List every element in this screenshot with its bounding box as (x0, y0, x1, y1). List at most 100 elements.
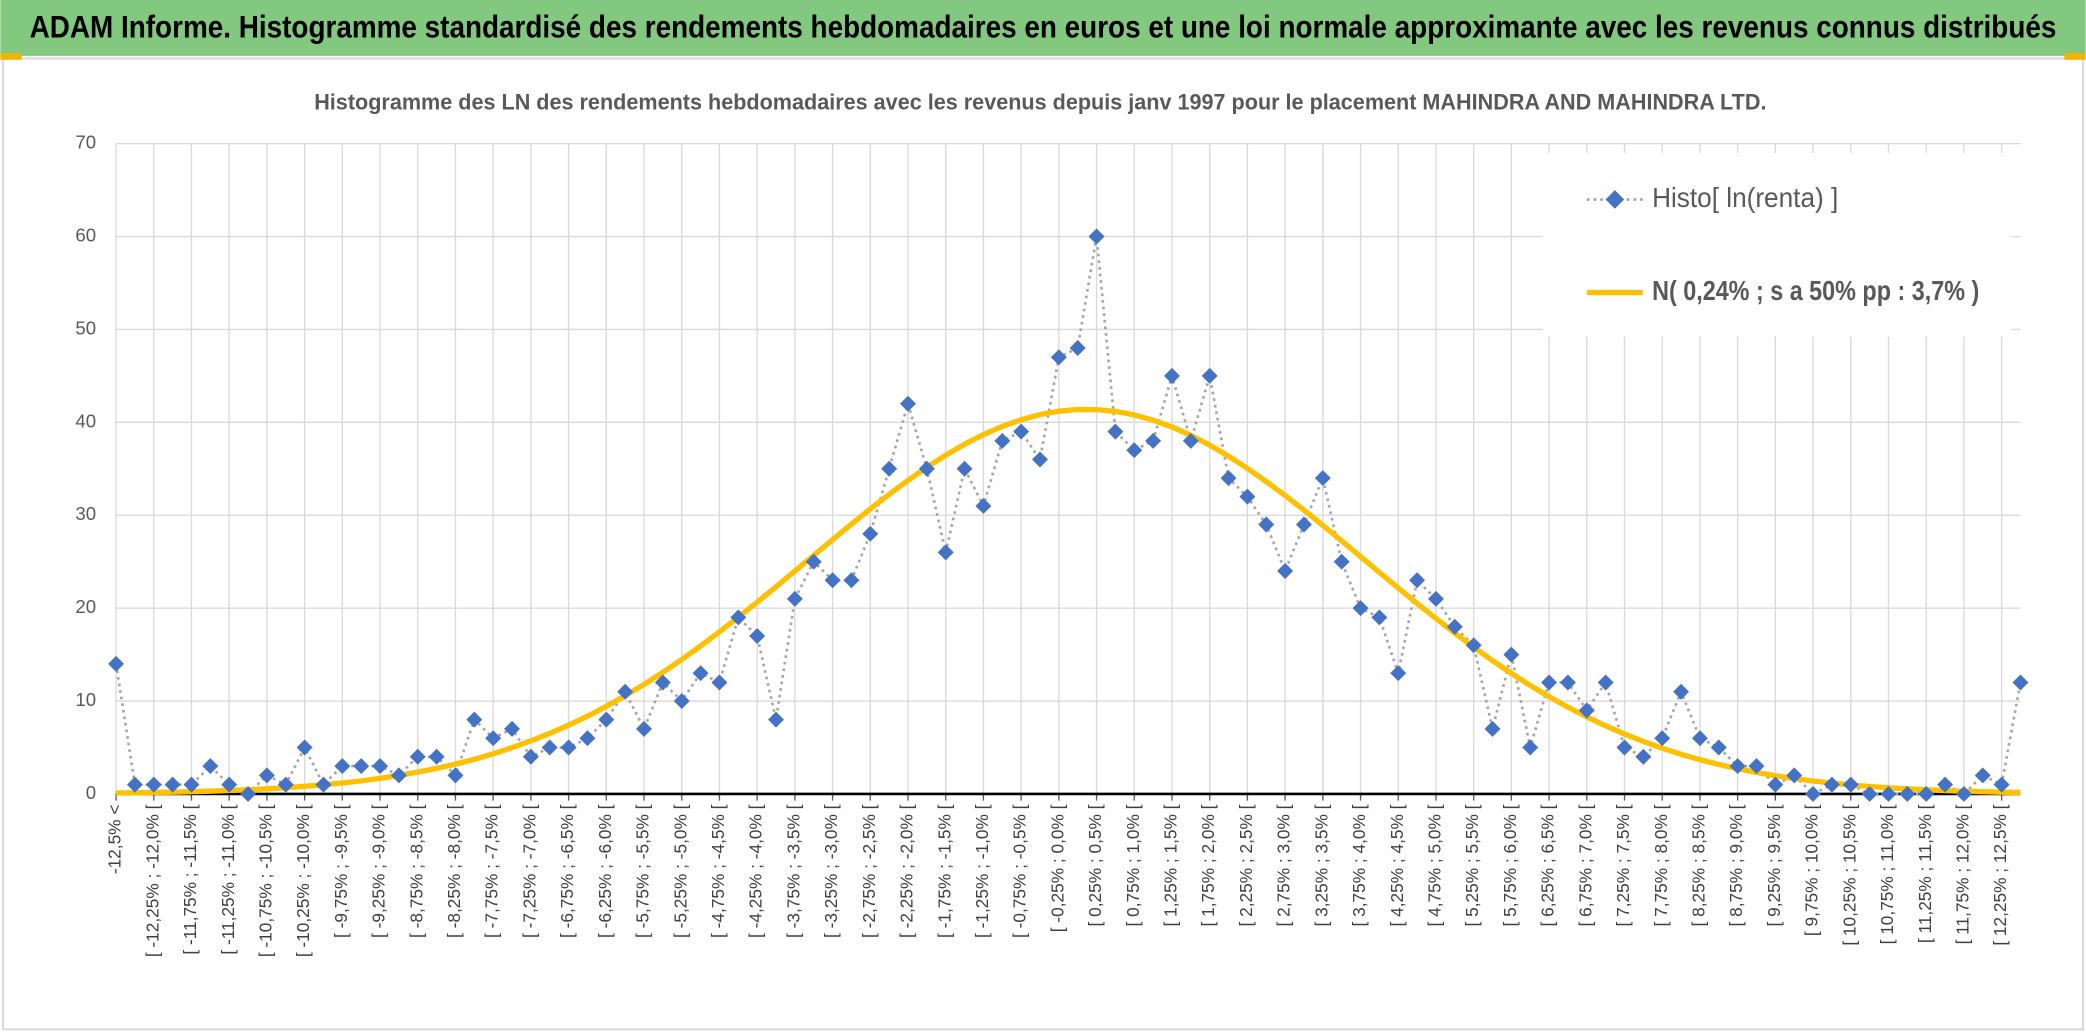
x-tick-label: [ -8,75% ; -8,5% [ (406, 804, 426, 938)
x-tick-label: [ 4,75% ; 5,0% [ (1425, 804, 1445, 926)
data-point (994, 432, 1011, 449)
x-tick-label: [ -2,75% ; -2,5% [ (859, 804, 879, 938)
x-tick-label: [ -11,25% ; -11,0% [ (218, 804, 238, 954)
data-point (277, 776, 294, 793)
data-point (1013, 423, 1030, 440)
data-point (353, 758, 370, 775)
data-point (504, 720, 521, 737)
data-point (805, 553, 822, 570)
data-point (447, 767, 464, 784)
x-tick-label: [ 4,25% ; 4,5% [ (1387, 804, 1407, 926)
y-tick-label: 30 (75, 503, 96, 524)
x-tick-label: [ -11,75% ; -11,5% [ (180, 804, 200, 954)
data-point (1220, 470, 1237, 487)
y-tick-label: 60 (75, 224, 96, 245)
data-point (372, 758, 389, 775)
data-point (202, 758, 219, 775)
data-point (428, 748, 445, 765)
header-bar (0, 0, 2086, 56)
x-tick-label: [ -5,75% ; -5,5% [ (633, 804, 653, 938)
data-point (1786, 767, 1803, 784)
data-point (1635, 748, 1652, 765)
data-point (1937, 776, 1954, 793)
data-point (1182, 432, 1199, 449)
data-point (1088, 228, 1105, 245)
x-tick-label: [ 12,25% ; 12,5% [ (1990, 804, 2010, 945)
data-point (1673, 683, 1690, 700)
x-tick-label: [ -9,75% ; -9,5% [ (331, 804, 351, 938)
x-tick-label: [ -12,25% ; -12,0% [ (142, 804, 162, 957)
data-point (1484, 720, 1501, 737)
x-tick-label: [ 9,75% ; 10,0% [ (1802, 804, 1822, 936)
data-point (636, 720, 652, 737)
x-tick-label: [ -3,25% ; -3,0% [ (821, 804, 841, 938)
data-point (315, 776, 332, 793)
data-point (485, 730, 502, 747)
x-tick-label: [ 8,75% ; 9,0% [ (1726, 804, 1746, 926)
data-point (881, 460, 898, 477)
data-point (1409, 572, 1426, 589)
data-point (1729, 758, 1746, 775)
y-tick-label: 0 (86, 782, 96, 803)
data-point (1748, 758, 1765, 775)
data-point (1842, 776, 1859, 793)
data-point (1277, 563, 1294, 579)
data-point (1352, 600, 1369, 617)
y-tick-label: 20 (75, 596, 96, 617)
data-point (692, 665, 709, 682)
x-tick-label: [ -1,25% ; -1,0% [ (972, 804, 992, 938)
x-tick-label: [ 3,25% ; 3,5% [ (1311, 804, 1331, 926)
x-tick-label: [ 6,25% ; 6,5% [ (1538, 804, 1558, 926)
data-point (598, 711, 615, 728)
legend-marker (1605, 190, 1625, 209)
x-tick-label: [ 9,25% ; 9,5% [ (1764, 804, 1784, 926)
data-point (409, 748, 426, 765)
data-point (1767, 776, 1784, 793)
x-tick-label: [ -6,75% ; -6,5% [ (557, 804, 577, 938)
x-tick-label: [ 8,25% ; 8,5% [ (1688, 804, 1708, 926)
normal-curve (116, 406, 2021, 796)
x-tick-label: [ 2,75% ; 3,0% [ (1274, 804, 1294, 926)
data-point (1823, 776, 1840, 793)
y-tick-label: 50 (75, 317, 96, 338)
x-tick-label: [ 10,75% ; 11,0% [ (1877, 804, 1897, 944)
data-point (824, 572, 841, 589)
x-tick-label: [ -7,25% ; -7,0% [ (519, 804, 539, 938)
data-point (918, 460, 935, 477)
chart-title: Histogramme des LN des rendements hebdom… (314, 90, 1766, 115)
y-tick-label: 70 (75, 132, 96, 153)
x-tick-label: [ 7,75% ; 8,0% [ (1651, 804, 1671, 926)
data-point (1616, 739, 1633, 756)
data-point (843, 572, 860, 589)
data-point (1880, 785, 1897, 802)
page-title: ADAM Informe. Histogramme standardisé de… (30, 9, 2057, 45)
data-point (1805, 785, 1822, 802)
x-tick-label: -12,5% < (105, 805, 125, 875)
x-tick-label: [ -5,25% ; -5,0% [ (670, 804, 690, 938)
data-point (1861, 785, 1878, 802)
data-point (1918, 785, 1935, 802)
data-point (466, 711, 483, 728)
x-tick-label: [ -7,75% ; -7,5% [ (482, 804, 502, 938)
data-point (1993, 776, 2010, 793)
x-tick-label: [ -1,75% ; -1,5% [ (934, 804, 954, 938)
x-tick-label: [ 11,75% ; 12,0% [ (1952, 804, 1972, 944)
data-point (956, 460, 973, 477)
data-point (1032, 451, 1048, 468)
x-tick-label: [ -6,25% ; -6,0% [ (595, 804, 615, 938)
x-tick-label: [ 7,25% ; 7,5% [ (1613, 804, 1633, 926)
data-point (579, 730, 596, 747)
data-point (1050, 349, 1067, 366)
x-tick-label: [ -10,25% ; -10,0% [ (293, 804, 313, 957)
x-tick-label: [ 10,25% ; 10,5% [ (1839, 804, 1859, 945)
data-point (1239, 488, 1256, 505)
x-tick-label: [ 6,75% ; 7,0% [ (1575, 804, 1595, 926)
data-point (1126, 442, 1143, 459)
x-tick-label: [ -4,25% ; -4,0% [ (746, 804, 766, 938)
data-point (900, 395, 916, 412)
x-tick-label: [ -3,75% ; -3,5% [ (783, 804, 803, 938)
legend-label: N( 0,24% ; s a 50% pp : 3,7% ) (1652, 275, 1979, 306)
x-tick-label: [ -4,75% ; -4,5% [ (708, 804, 728, 938)
